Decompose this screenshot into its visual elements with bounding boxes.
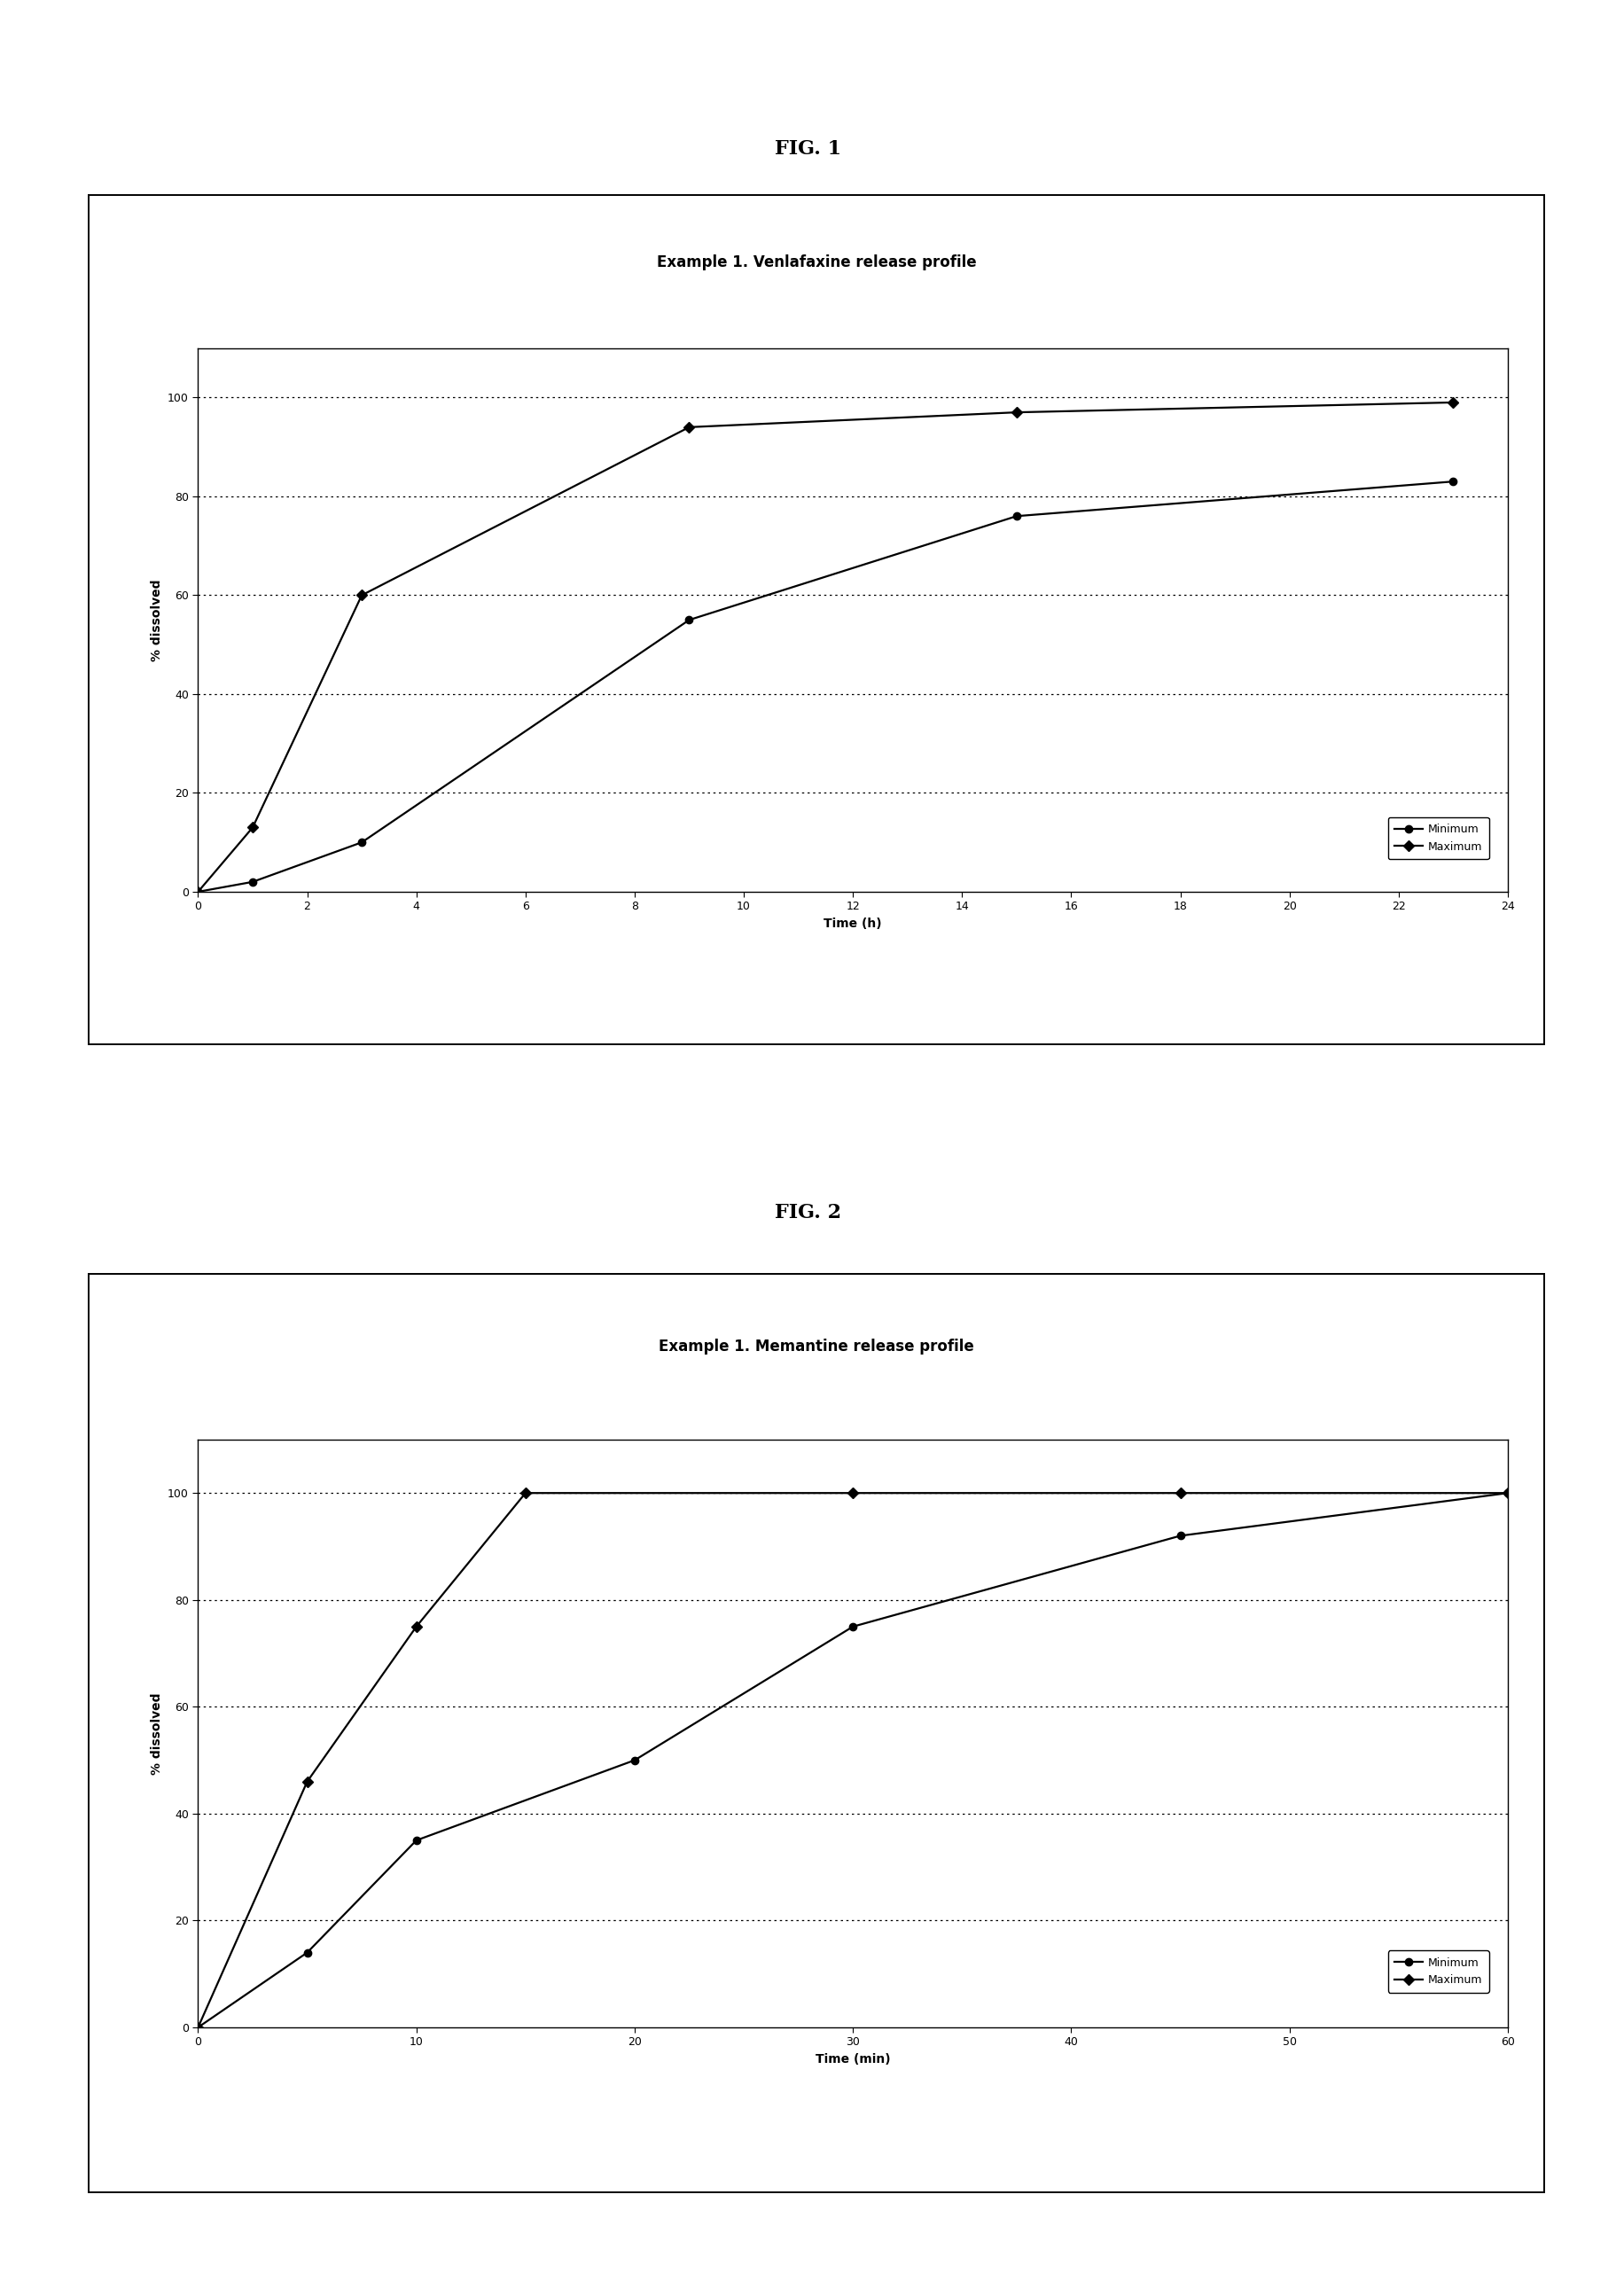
- Minimum: [844, 1612, 863, 1639]
- Line: Maximum: Maximum: [194, 400, 1456, 895]
- Line: Maximum: Maximum: [194, 1490, 1511, 2032]
- Maximum: [187, 2014, 207, 2041]
- Legend: Minimum, Maximum: Minimum, Maximum: [1387, 1952, 1488, 1993]
- Maximum: [1007, 400, 1026, 427]
- Maximum: [1170, 1479, 1189, 1506]
- Minimum: [187, 877, 207, 905]
- Line: Minimum: Minimum: [194, 478, 1456, 895]
- Text: Example 1. Memantine release profile: Example 1. Memantine release profile: [658, 1339, 974, 1355]
- Maximum: [242, 813, 262, 840]
- Maximum: [844, 1479, 863, 1506]
- Minimum: [407, 1828, 427, 1855]
- Maximum: [352, 581, 372, 608]
- Minimum: [242, 868, 262, 895]
- Minimum: [1007, 503, 1026, 530]
- Minimum: [297, 1938, 317, 1965]
- Minimum: [1170, 1522, 1189, 1550]
- Text: FIG. 1: FIG. 1: [774, 140, 842, 158]
- Y-axis label: % dissolved: % dissolved: [150, 579, 163, 661]
- Text: FIG. 2: FIG. 2: [774, 1203, 842, 1221]
- Maximum: [516, 1479, 535, 1506]
- Minimum: [1443, 468, 1462, 496]
- Minimum: [352, 829, 372, 856]
- Minimum: [624, 1747, 643, 1775]
- Maximum: [679, 413, 698, 441]
- Maximum: [407, 1612, 427, 1639]
- Minimum: [679, 606, 698, 634]
- Maximum: [297, 1768, 317, 1795]
- Minimum: [1496, 1479, 1516, 1506]
- Maximum: [1496, 1479, 1516, 1506]
- Legend: Minimum, Maximum: Minimum, Maximum: [1387, 817, 1488, 859]
- X-axis label: Time (h): Time (h): [824, 918, 881, 930]
- Maximum: [1443, 388, 1462, 416]
- X-axis label: Time (min): Time (min): [814, 2053, 890, 2066]
- Maximum: [187, 877, 207, 905]
- Line: Minimum: Minimum: [194, 1490, 1511, 2032]
- Text: Example 1. Venlafaxine release profile: Example 1. Venlafaxine release profile: [656, 255, 976, 271]
- Minimum: [187, 2014, 207, 2041]
- Y-axis label: % dissolved: % dissolved: [150, 1692, 163, 1775]
